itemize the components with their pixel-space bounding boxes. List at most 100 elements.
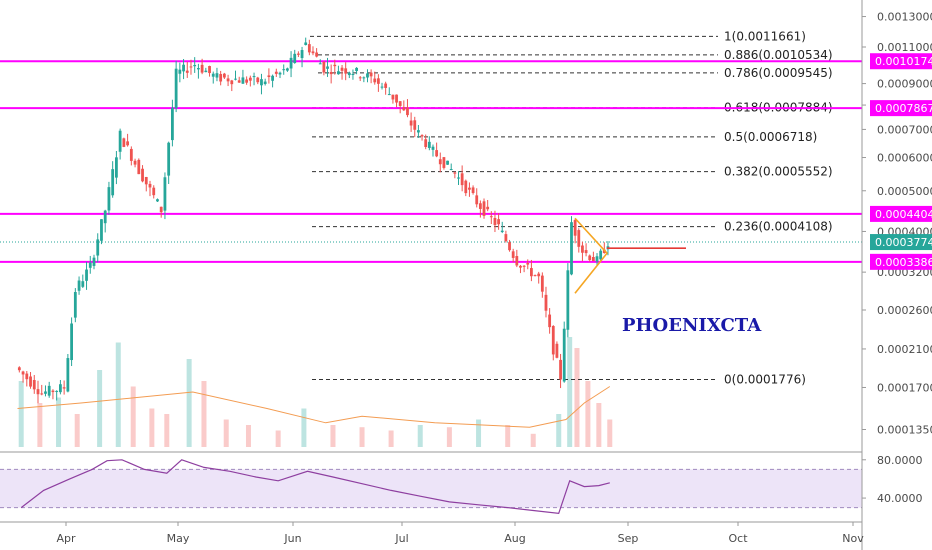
- candle-body: [144, 176, 148, 185]
- candle-body: [85, 269, 88, 281]
- candle-body: [111, 169, 115, 196]
- candle-body: [77, 280, 81, 291]
- candle-body: [248, 77, 252, 81]
- candle-body: [100, 219, 103, 241]
- fib-level-label: 0.236(0.0004108): [724, 220, 833, 234]
- pattern-layer: [574, 217, 686, 294]
- candle-body: [156, 199, 159, 202]
- candle-body: [178, 69, 182, 74]
- candle-body: [286, 68, 289, 71]
- candle-body: [526, 263, 530, 265]
- candle-body: [548, 314, 552, 328]
- candle-body: [167, 142, 171, 176]
- candle-body: [252, 76, 256, 78]
- candle-body: [81, 281, 85, 287]
- candle-body: [129, 148, 133, 161]
- candle-body: [193, 64, 197, 67]
- candle-body: [380, 86, 384, 88]
- volume-bar: [530, 433, 536, 447]
- candle-body: [595, 256, 599, 262]
- candle-body: [508, 242, 511, 251]
- triangle-pattern: [574, 217, 609, 294]
- candle-body: [62, 387, 66, 389]
- candle-body: [282, 69, 286, 71]
- level-layer: [0, 60, 862, 263]
- candle-body: [304, 42, 308, 45]
- level-price-tag: 0.0004404: [875, 208, 932, 221]
- candle-body: [107, 187, 111, 211]
- candle-body: [588, 255, 592, 261]
- fib-level-label: 0.886(0.0010534): [724, 48, 833, 62]
- candle-body: [141, 168, 144, 182]
- candle-body: [55, 390, 59, 392]
- level-price-tag-bg: [870, 100, 932, 117]
- candle-body: [453, 172, 457, 174]
- candle-body: [566, 270, 570, 330]
- candle-body: [478, 203, 482, 209]
- candle-body: [200, 64, 204, 73]
- candle-body: [66, 358, 70, 392]
- candle-body: [208, 66, 211, 74]
- candle-body: [133, 160, 137, 165]
- candle-body: [475, 195, 479, 205]
- x-tick-label: Aug: [504, 532, 525, 545]
- candle-body: [435, 150, 439, 157]
- y-tick-label: 0.0006000: [877, 152, 932, 165]
- fib-level-label: 0.786(0.0009545): [724, 66, 833, 80]
- candle-body: [182, 64, 185, 72]
- candle-body: [402, 107, 406, 111]
- candle-body: [522, 265, 526, 267]
- candle-body: [533, 275, 537, 277]
- candle-body: [442, 157, 446, 168]
- x-tick-label: Oct: [728, 532, 748, 545]
- candle-body: [197, 68, 200, 70]
- candle-body: [171, 107, 174, 141]
- rsi-layer: 80.0000 40.0000: [0, 454, 923, 515]
- candle-body: [271, 75, 274, 81]
- volume-bar: [388, 430, 394, 447]
- candle-body: [344, 68, 348, 74]
- candle-body: [122, 138, 126, 147]
- volume-bar: [505, 425, 511, 447]
- candle-body: [347, 72, 351, 76]
- candle-body: [237, 80, 241, 83]
- candle-body: [263, 81, 267, 85]
- rsi-tick-label: 80.0000: [877, 454, 923, 467]
- candle-body: [486, 206, 490, 210]
- volume-bar: [446, 427, 452, 447]
- candle-body: [274, 71, 278, 74]
- candle-body: [457, 177, 460, 179]
- candle-body: [584, 250, 588, 254]
- volume-bar: [556, 414, 562, 447]
- candle-body: [427, 141, 431, 148]
- candle-body: [267, 75, 271, 78]
- candle-body: [278, 72, 282, 75]
- fib-level-label: 1(0.0011661): [724, 29, 806, 43]
- volume-bar: [417, 425, 423, 447]
- candle-body: [296, 53, 300, 55]
- volume-bar: [164, 414, 170, 447]
- candle-body: [471, 187, 475, 194]
- volume-bar: [275, 430, 281, 447]
- candle-body: [222, 73, 226, 78]
- candle-body: [29, 376, 32, 387]
- candle-body: [70, 323, 73, 361]
- y-tick-label: 0.0002100: [877, 343, 932, 356]
- candle-body: [204, 70, 208, 73]
- candle-body: [234, 78, 237, 80]
- candle-body: [329, 72, 333, 75]
- candle-body: [591, 256, 595, 262]
- candle-body: [446, 160, 449, 165]
- candle-body: [599, 250, 603, 260]
- candle-body: [307, 44, 311, 53]
- candle-body: [395, 94, 398, 103]
- volume-bar: [37, 403, 43, 447]
- level-price-tag: 0.0007867: [875, 102, 932, 115]
- candle-body: [515, 256, 519, 266]
- candle-body: [51, 390, 55, 393]
- candle-body: [468, 187, 471, 190]
- candle-body: [358, 77, 362, 79]
- candle-body: [340, 67, 344, 71]
- candle-body: [32, 380, 36, 390]
- fib-level-label: 0.382(0.0005552): [724, 165, 833, 179]
